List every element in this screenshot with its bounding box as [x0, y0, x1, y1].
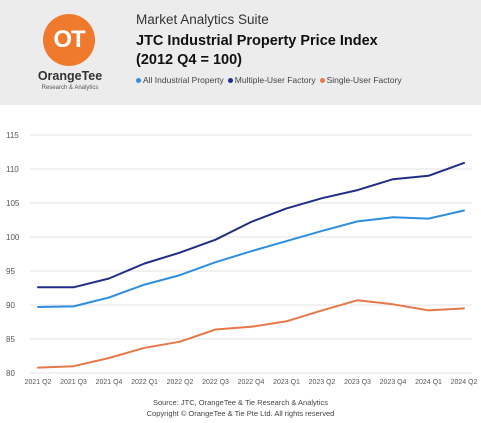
x-tick-label: 2023 Q1 — [273, 379, 300, 386]
legend-item: Single-User Factory — [319, 75, 402, 85]
legend-swatch — [319, 77, 325, 83]
legend-label: Multiple-User Factory — [234, 75, 316, 85]
chart-title-line-1: JTC Industrial Property Price Index — [136, 33, 378, 49]
x-tick-label: 2023 Q2 — [309, 379, 336, 386]
x-tick-label: 2024 Q2 — [451, 379, 478, 386]
legend-label: Single-User Factory — [326, 75, 402, 85]
logo-mark: OT — [53, 26, 85, 53]
y-tick-label: 115 — [6, 131, 19, 140]
y-tick-label: 80 — [6, 369, 15, 378]
legend-item: Multiple-User Factory — [227, 75, 316, 85]
y-tick-label: 110 — [6, 165, 19, 174]
y-tick-label: 100 — [6, 233, 20, 242]
source-text: Source: JTC, OrangeTee & Tie Research & … — [152, 398, 329, 407]
x-tick-label: 2021 Q3 — [60, 379, 87, 386]
x-tick-label: 2022 Q1 — [131, 379, 158, 386]
copyright-text: Copyright © OrangeTee & Tie Pte Ltd. All… — [146, 409, 335, 418]
series-line — [37, 161, 465, 289]
x-tick-label: 2022 Q3 — [202, 379, 229, 386]
header-banner: OT OrangeTee Research & Analytics Market… — [0, 0, 481, 105]
x-tick-label: 2021 Q4 — [96, 379, 123, 386]
y-tick-label: 105 — [6, 199, 20, 208]
series-line — [37, 299, 465, 369]
x-tick-label: 2023 Q4 — [380, 379, 407, 386]
x-tick-label: 2024 Q1 — [415, 379, 442, 386]
suite-name: Market Analytics Suite — [136, 12, 269, 27]
line-chart: 80 85 90 95 100 105 110 115 2021 Q2 2021 Q3 2021 Q… — [6, 131, 478, 386]
y-tick-label: 95 — [6, 267, 15, 276]
chart-title-line-2: (2012 Q4 = 100) — [136, 52, 243, 68]
chart-source: Source: JTC, OrangeTee & Tie Research & … — [0, 397, 481, 419]
legend-swatch — [227, 77, 233, 83]
orangetee-logo: OT — [43, 14, 95, 66]
y-tick-label: 85 — [6, 335, 15, 344]
legend-label: All Industrial Property — [143, 75, 224, 85]
legend-swatch — [136, 77, 141, 83]
x-tick-label: 2021 Q2 — [25, 379, 52, 386]
logo-name: OrangeTee — [37, 69, 103, 83]
chart-legend: All Industrial Property Multiple-User Fac… — [136, 75, 402, 85]
x-tick-label: 2022 Q4 — [238, 379, 265, 386]
logo-subtitle: Research & Analytics — [41, 85, 99, 91]
x-tick-label: 2023 Q3 — [344, 379, 371, 386]
chart-title: JTC Industrial Property Price Index (201… — [136, 32, 436, 70]
x-tick-label: 2022 Q2 — [167, 379, 194, 386]
legend-item: All Industrial Property — [136, 75, 224, 85]
y-tick-label: 90 — [6, 301, 15, 310]
series-line — [37, 209, 465, 308]
